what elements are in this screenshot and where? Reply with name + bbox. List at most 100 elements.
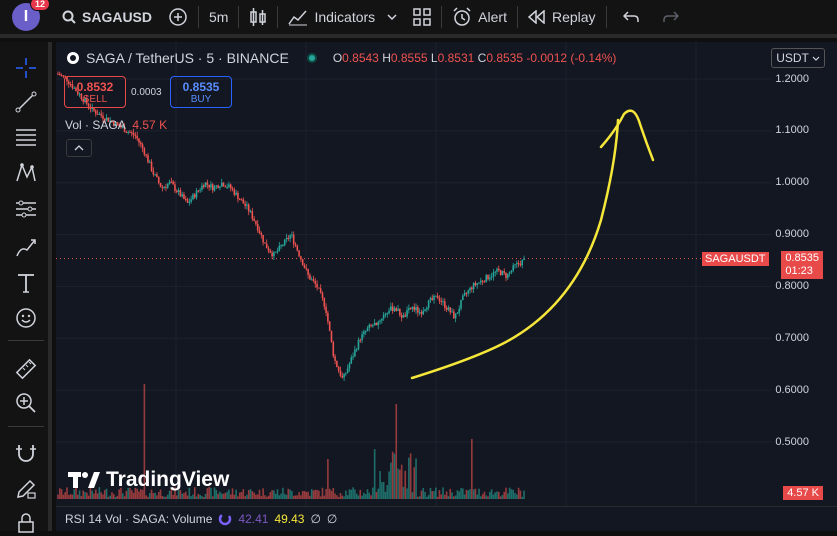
candle-body [163,186,165,188]
candle-body [114,122,117,126]
volume-bar [130,490,133,499]
zoom-in-icon [16,393,36,413]
candle-body [73,87,75,89]
price-chart[interactable] [56,42,837,506]
rsi-label: RSI 14 Vol · SAGA: Volume [65,512,213,526]
undo-button[interactable] [609,0,653,36]
candle-body [249,211,252,213]
chart-pane[interactable]: SAGA / TetherUS · 5 · BINANCE O0.8543 H0… [56,42,837,506]
volume-bar [296,495,299,499]
volume-bar [476,494,479,499]
candle-body [426,307,428,310]
buy-label: BUY [190,94,212,105]
volume-bar [314,489,317,499]
volume-bar [73,489,75,499]
candle-body [471,287,473,290]
measure-tool[interactable] [13,356,39,382]
buy-button[interactable]: 0.8535 BUY [170,76,232,108]
candle-body [433,295,435,300]
grid-icon [413,8,431,26]
volume-bar [318,490,320,499]
redo-button[interactable] [653,0,689,36]
volume-bar [323,495,326,499]
candle-body [123,126,126,133]
pattern-tool[interactable] [13,160,39,186]
indicators-button[interactable]: Indicators [280,0,405,36]
candle-body [202,185,205,187]
volume-bar [355,493,358,499]
chart-type-button[interactable] [241,0,275,36]
candle-body [386,313,389,315]
volume-bar [102,494,104,499]
volume-bar [480,496,482,499]
volume-bar [316,489,318,499]
volume-bar [282,487,284,499]
candle-body [296,245,299,251]
symbol-search-button[interactable]: SAGAUSD [54,0,160,36]
volume-bar [420,490,423,499]
candle-body [76,91,79,95]
emoji-tool[interactable] [13,305,39,331]
volume-bar [242,489,245,499]
candle-body [75,87,77,92]
candle-body [177,190,180,192]
interval-button[interactable]: 5m [201,0,236,36]
volume-bar [197,493,200,499]
candle-body [418,312,421,314]
layouts-button[interactable] [405,0,439,36]
alert-button[interactable]: Alert [444,0,515,36]
volume-bar [123,496,126,499]
volume-bar [357,495,360,499]
notification-badge: 12 [29,0,50,11]
volume-bar [109,495,111,499]
candle-body [364,331,367,333]
volume-bar [78,490,81,499]
candle-body [321,292,324,299]
rsi-empty-1: ∅ [310,512,321,526]
volume-bar [60,489,63,499]
crosshair-tool[interactable] [13,55,39,81]
volume-bar [348,489,351,499]
volume-bar [247,490,250,499]
sell-button[interactable]: 0.8532 SELL [64,76,126,108]
candle-body [98,113,101,115]
user-avatar[interactable]: I 12 [12,0,50,31]
candle-body [462,295,464,301]
bar-countdown: 01:23 [785,265,813,277]
collapse-legend-button[interactable] [66,139,92,157]
candle-body [375,322,378,326]
volume-bar [66,487,68,499]
candle-body [501,271,504,276]
volume-bar [399,469,401,499]
text-tool[interactable] [13,270,39,296]
volume-bar [222,493,225,499]
volume-bar [321,487,324,499]
price-tick: 1.2000 [775,73,809,85]
lock-drawing-tool[interactable] [13,476,39,502]
magnet-tool[interactable] [13,440,39,466]
candle-body [78,93,81,95]
replay-button[interactable]: Replay [520,0,604,36]
candle-body [247,204,250,212]
fib-tool[interactable] [13,124,39,150]
candle-body [454,313,457,319]
candle-body [485,275,488,283]
volume-bar [177,489,180,499]
candle-body [354,349,356,357]
trend-line-tool[interactable] [13,89,39,115]
volume-bar [253,492,255,499]
zoom-tool[interactable] [13,390,39,416]
tradingview-logo-icon [68,472,100,488]
candle-body [121,126,124,128]
currency-selector[interactable]: USDT [771,48,825,68]
rsi-value-2: 49.43 [274,512,305,526]
volume-bar [418,496,421,499]
candle-body [58,73,61,76]
candle-body [244,203,246,206]
volume-bar [80,496,83,499]
prediction-tool[interactable] [13,196,39,222]
lock-all-tool[interactable] [13,510,39,536]
compare-button[interactable] [160,0,196,36]
volume-bar [469,489,471,499]
brush-tool[interactable] [13,234,39,260]
